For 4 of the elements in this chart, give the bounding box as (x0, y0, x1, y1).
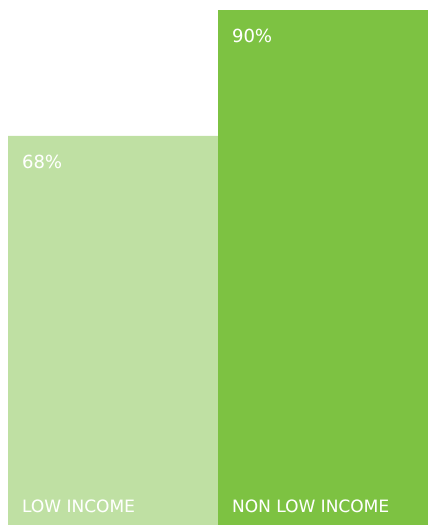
data-label: 68% (22, 152, 62, 173)
x-tick-label: LOW INCOME (22, 497, 135, 517)
x-tick-label: NON LOW INCOME (232, 497, 390, 517)
data-label: 90% (232, 26, 272, 47)
